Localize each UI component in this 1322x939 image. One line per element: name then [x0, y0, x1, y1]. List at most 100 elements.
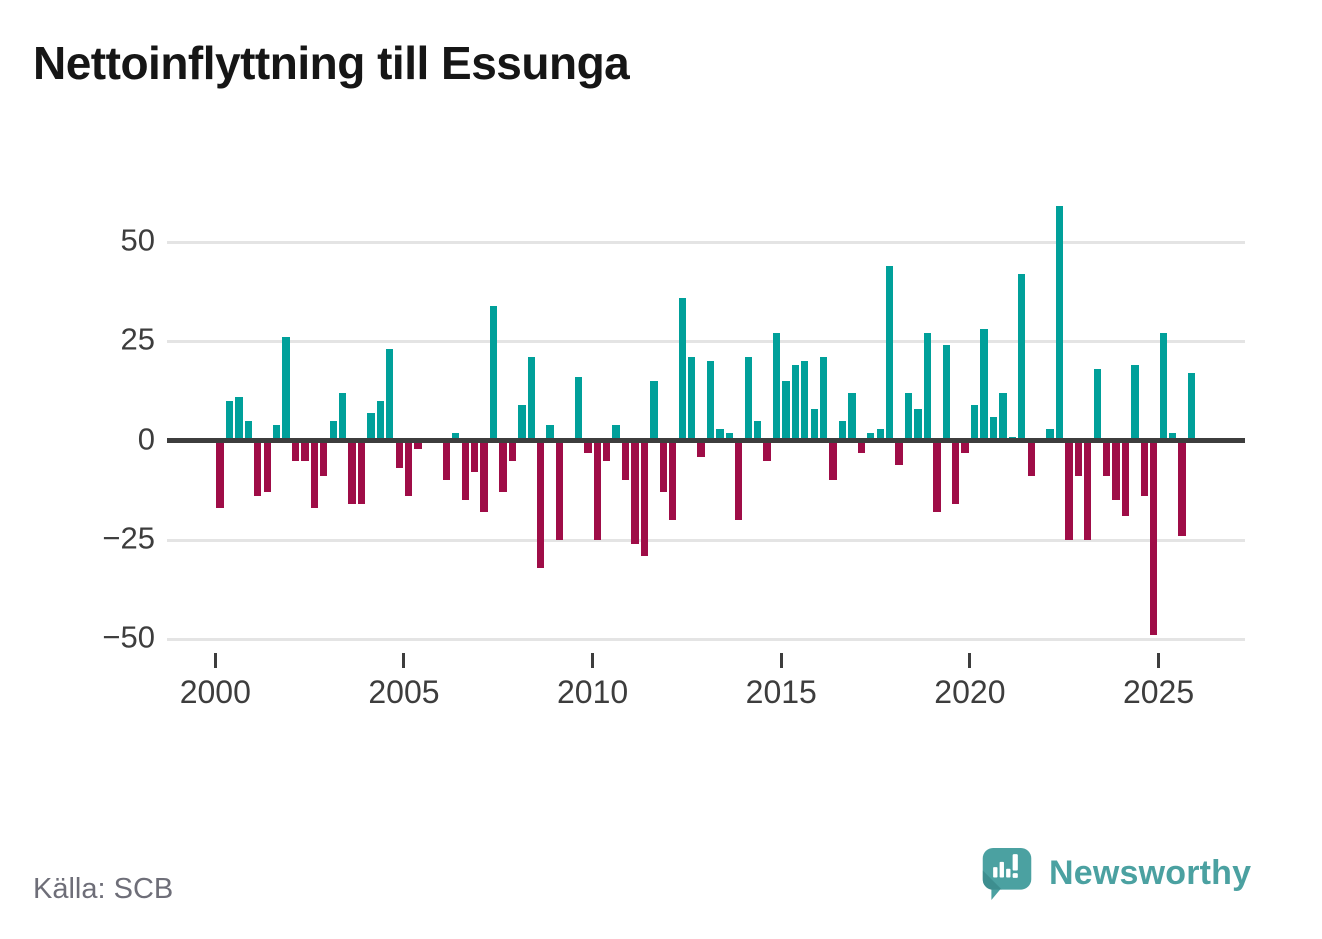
- x-axis-label-2000: 2000: [179, 674, 251, 710]
- bar-2011Q2: [640, 439, 649, 556]
- chart-title: Nettoinflyttning till Essunga: [33, 37, 630, 89]
- x-axis-label-2010: 2010: [557, 674, 629, 710]
- bar-2022Q3: [1065, 439, 1073, 540]
- bar-2014Q2: [753, 420, 762, 442]
- gridline-y50: [167, 240, 1245, 244]
- bar-2025Q3: [1178, 439, 1186, 537]
- bar-2004Q2: [376, 400, 385, 442]
- bar-2003Q1: [329, 420, 337, 442]
- bar-2023Q4: [1112, 439, 1120, 501]
- bar-2006Q2: [452, 432, 460, 442]
- bar-2007Q4: [508, 439, 517, 461]
- bar-2012Q1: [669, 439, 677, 521]
- y-axis-label-0: 0: [137, 421, 155, 457]
- bar-2003Q3: [348, 439, 356, 505]
- bar-2004Q3: [386, 349, 394, 442]
- bar-2008Q2: [527, 357, 535, 442]
- bar-2004Q4: [395, 439, 403, 469]
- bar-2009Q4: [584, 439, 592, 453]
- bar-2014Q1: [744, 357, 752, 442]
- bar-2009Q3: [574, 377, 583, 442]
- bar-2020Q3: [989, 416, 998, 442]
- bar-2003Q4: [357, 439, 366, 505]
- x-axis-label-2020: 2020: [934, 674, 1006, 710]
- bar-2013Q4: [735, 439, 743, 521]
- bar-2011Q4: [659, 439, 667, 493]
- bar-2003Q2: [338, 393, 347, 442]
- bar-2024Q1: [1121, 439, 1130, 517]
- bar-2016Q1: [819, 357, 828, 442]
- bar-2019Q3: [952, 439, 960, 505]
- bar-2015Q4: [810, 408, 818, 442]
- y-axis-label--50: −50: [102, 619, 155, 655]
- bar-2015Q2: [791, 365, 800, 442]
- brand: Newsworthy: [981, 846, 1251, 902]
- bar-2015Q1: [782, 381, 790, 442]
- bar-2019Q4: [961, 439, 969, 453]
- bar-2015Q3: [801, 361, 809, 442]
- bar-2010Q4: [621, 439, 630, 481]
- bar-2007Q2: [489, 305, 498, 442]
- bar-2018Q1: [895, 439, 903, 465]
- bar-2017Q2: [867, 432, 875, 442]
- bar-2016Q2: [829, 439, 837, 481]
- newsworthy-logo-icon: [982, 848, 1032, 900]
- bar-2002Q2: [301, 439, 309, 461]
- x-axis-label-2005: 2005: [368, 674, 440, 710]
- bar-2018Q4: [923, 333, 932, 442]
- x-tick-2025: [1157, 653, 1161, 668]
- logo-bubble-shade: [982, 870, 1002, 890]
- source-label: Källa: SCB: [33, 873, 174, 905]
- bar-2023Q1: [1084, 439, 1092, 540]
- brand-name: Newsworthy: [1049, 854, 1252, 892]
- bar-2022Q2: [1055, 206, 1064, 442]
- bar-2022Q1: [1046, 428, 1054, 442]
- bar-2007Q3: [499, 439, 507, 493]
- bar-2019Q1: [933, 439, 941, 513]
- bar-2016Q4: [848, 393, 856, 442]
- bar-2012Q2: [678, 297, 686, 442]
- x-axis-label-2025: 2025: [1122, 674, 1195, 710]
- bar-2001Q1: [254, 439, 262, 497]
- bar-2008Q3: [537, 439, 545, 568]
- bar-2000Q1: [216, 439, 224, 509]
- x-tick-2015: [779, 653, 783, 668]
- bar-2019Q2: [942, 345, 950, 442]
- bar-2010Q1: [593, 439, 601, 540]
- bar-2008Q4: [546, 424, 554, 442]
- bar-2014Q3: [763, 439, 771, 461]
- bar-2021Q2: [1018, 273, 1026, 442]
- bar-2006Q3: [461, 439, 469, 501]
- x-tick-2020: [968, 653, 972, 668]
- x-tick-2005: [402, 653, 406, 668]
- bar-2013Q3: [725, 432, 733, 442]
- bar-2001Q2: [263, 439, 271, 493]
- bar-2011Q3: [650, 381, 658, 442]
- bar-2021Q3: [1027, 439, 1035, 477]
- bar-2017Q4: [886, 265, 894, 442]
- bar-2023Q3: [1102, 439, 1111, 477]
- bar-2012Q4: [697, 439, 705, 457]
- bar-2012Q3: [687, 357, 696, 442]
- bar-2001Q4: [282, 337, 290, 442]
- bar-2008Q1: [518, 404, 526, 442]
- x-tick-2010: [591, 653, 595, 668]
- bar-2013Q2: [716, 428, 724, 442]
- bar-2002Q4: [320, 439, 328, 477]
- logo-bars-glyph: [993, 854, 1018, 878]
- bar-2001Q3: [272, 424, 281, 442]
- gridline-y-25: [167, 538, 1245, 542]
- y-axis-label-50: 50: [120, 222, 155, 258]
- bar-2024Q3: [1140, 439, 1148, 497]
- bar-2006Q4: [471, 439, 479, 473]
- bar-2011Q1: [631, 439, 639, 544]
- bar-2004Q1: [367, 412, 375, 442]
- bar-2009Q1: [555, 439, 564, 540]
- bar-2024Q4: [1150, 439, 1158, 636]
- x-axis-label-2015: 2015: [745, 674, 817, 710]
- bar-2016Q3: [838, 420, 847, 442]
- bar-2005Q2: [414, 439, 422, 449]
- bar-2020Q2: [980, 329, 988, 442]
- bar-2025Q2: [1168, 432, 1177, 442]
- bar-2024Q2: [1131, 365, 1139, 442]
